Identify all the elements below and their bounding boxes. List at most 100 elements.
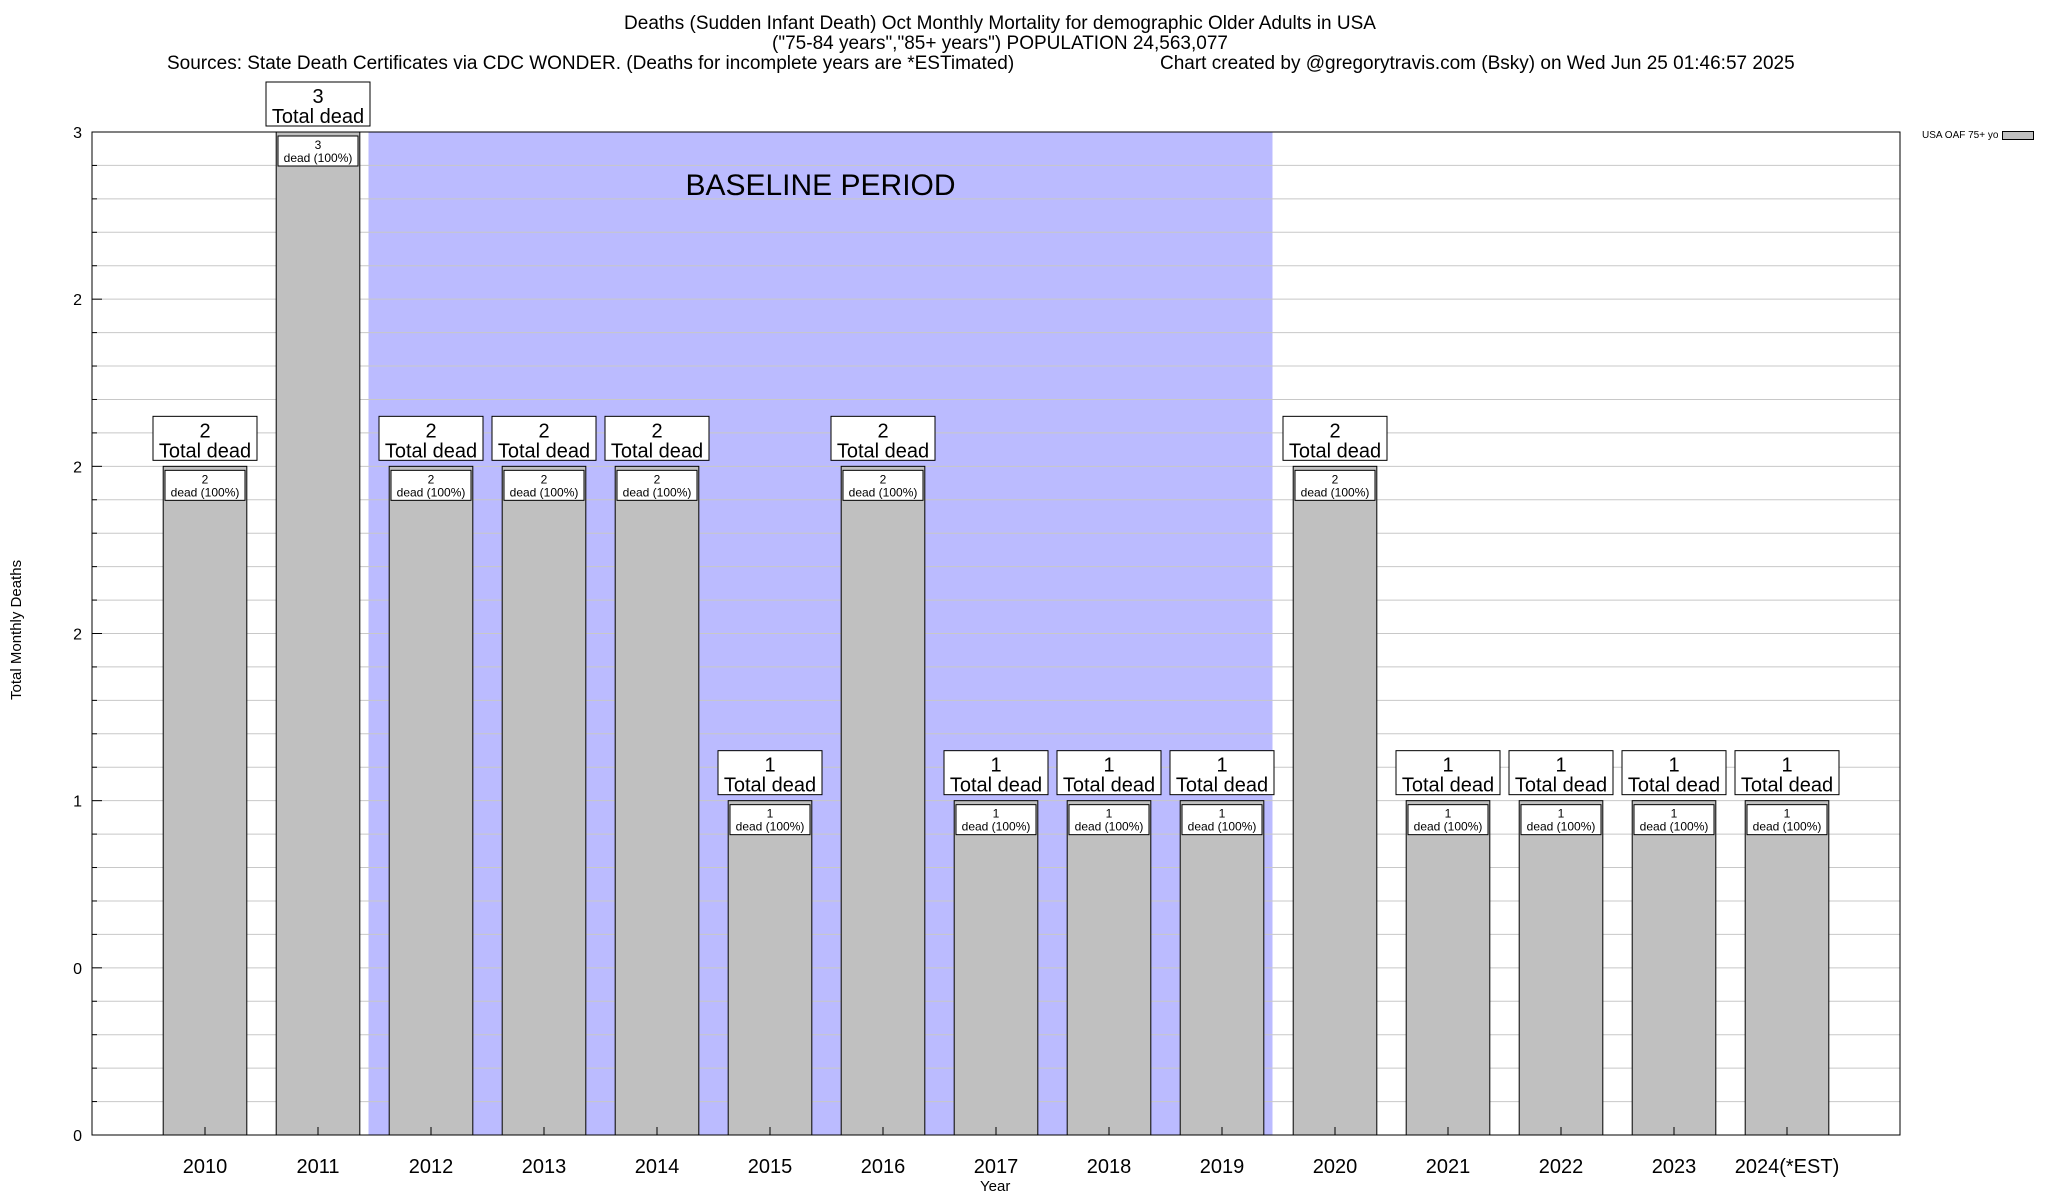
chart-title-line-2: ("75-84 years","85+ years") POPULATION 2… (772, 33, 1228, 54)
bar-inner-label-value: 2 (202, 472, 209, 486)
bar-2022 (1518, 800, 1604, 1136)
bar-inner-label-value: 1 (1784, 807, 1791, 821)
bar-total-label-text: Total dead (272, 106, 364, 128)
bar-inner-label-box (1294, 469, 1376, 501)
bar-total-label-text: Total dead (724, 775, 816, 797)
x-tick-label: 2018 (1087, 1156, 1132, 1178)
bar-total-label-text: Total dead (1741, 775, 1833, 797)
bar-total-label-text: Total dead (1628, 775, 1720, 797)
bar-inner-label-value: 1 (1671, 807, 1678, 821)
legend-swatch (2002, 131, 2035, 140)
bar-inner-label-text: dead (100%) (1527, 820, 1596, 834)
x-tick-label: 2016 (861, 1156, 906, 1178)
y-axis-label: Total Monthly Deaths (8, 559, 25, 700)
x-axis-label: Year (980, 1178, 1011, 1195)
x-tick-label: 2023 (1652, 1156, 1697, 1178)
bar-inner-label-box (1746, 804, 1828, 836)
bar-inner-label-text: dead (100%) (736, 820, 805, 834)
bar-2018 (1066, 800, 1152, 1136)
y-tick-label: 2 (73, 292, 82, 309)
bar-total-label-text: Total dead (611, 440, 703, 462)
bar-total-label-box (265, 81, 371, 127)
bar-total-label-box (378, 415, 484, 461)
bar-total-label-value: 3 (312, 86, 323, 108)
x-tick-label: 2015 (748, 1156, 793, 1178)
chart-credit-text: Chart created by @gregorytravis.com (Bsk… (1160, 53, 1795, 74)
bar-total-label-value: 1 (1216, 755, 1227, 777)
bar-total-label-value: 2 (425, 420, 436, 442)
bar-total-label-value: 2 (1329, 420, 1340, 442)
bar-inner-label-box (1520, 804, 1602, 836)
bar-2019 (1179, 800, 1265, 1136)
x-tick-label: 2014 (635, 1156, 680, 1178)
bar-inner-label-text: dead (100%) (1188, 820, 1257, 834)
bar-total-label-box (152, 415, 258, 461)
bar-total-label-text: Total dead (950, 775, 1042, 797)
x-tick-label: 2020 (1313, 1156, 1358, 1178)
bar-inner-label-text: dead (100%) (1640, 820, 1709, 834)
bar-inner-label-box (729, 804, 811, 836)
bar-total-label-box (1169, 750, 1275, 796)
chart-source-text: Sources: State Death Certificates via CD… (167, 53, 1015, 74)
bar-total-label-value: 1 (990, 755, 1001, 777)
bar-inner-label-text: dead (100%) (849, 485, 918, 499)
bar-total-label-text: Total dead (498, 440, 590, 462)
bar-total-label-value: 2 (651, 420, 662, 442)
bar-2011 (275, 131, 361, 1136)
bar-2015 (727, 800, 813, 1136)
bar-inner-label-box (955, 804, 1037, 836)
bar-inner-label-value: 2 (1332, 472, 1339, 486)
bar-total-label-box (1734, 750, 1840, 796)
bar-total-label-text: Total dead (1063, 775, 1155, 797)
bar-2024(*EST) (1744, 800, 1830, 1136)
bar-inner-label-value: 1 (1445, 807, 1452, 821)
bar-inner-label-box (1068, 804, 1150, 836)
bar-total-label-box (604, 415, 710, 461)
bar-2020 (1292, 465, 1378, 1136)
x-tick-label: 2017 (974, 1156, 1019, 1178)
bar-inner-label-value: 2 (428, 472, 435, 486)
y-tick-label: 3 (73, 125, 82, 142)
legend: USA OAF 75+ yo (1922, 130, 2035, 141)
bar-2014 (614, 465, 700, 1136)
bar-2010 (162, 465, 248, 1136)
bar-total-label-box (717, 750, 823, 796)
bar-inner-label-box (277, 135, 359, 167)
bar-inner-label-text: dead (100%) (397, 485, 466, 499)
bar-total-label-text: Total dead (1176, 775, 1268, 797)
bar-total-label-value: 2 (877, 420, 888, 442)
bar-2021 (1405, 800, 1491, 1136)
bar-total-label-value: 1 (764, 755, 775, 777)
bar-total-label-value: 2 (199, 420, 210, 442)
bar-inner-label-box (390, 469, 472, 501)
bar-total-label-box (943, 750, 1049, 796)
bar-inner-label-value: 2 (654, 472, 661, 486)
chart-title-line-1: Deaths (Sudden Infant Death) Oct Monthly… (624, 13, 1376, 34)
baseline-period-label: BASELINE PERIOD (685, 169, 955, 202)
bar-total-label-box (1395, 750, 1501, 796)
bar-total-label-value: 1 (1442, 755, 1453, 777)
bar-inner-label-text: dead (100%) (962, 820, 1031, 834)
bar-inner-label-value: 1 (1106, 807, 1113, 821)
bar-total-label-text: Total dead (1515, 775, 1607, 797)
bar-inner-label-box (164, 469, 246, 501)
bar-2013 (501, 465, 587, 1136)
bar-inner-label-box (842, 469, 924, 501)
bar-total-label-text: Total dead (1289, 440, 1381, 462)
bar-2016 (840, 465, 926, 1136)
bar-total-label-box (830, 415, 936, 461)
bar-inner-label-box (616, 469, 698, 501)
bar-inner-label-text: dead (100%) (510, 485, 579, 499)
bar-total-label-box (1282, 415, 1388, 461)
bar-inner-label-value: 1 (1219, 807, 1226, 821)
bar-total-label-text: Total dead (837, 440, 929, 462)
bar-total-label-box (1621, 750, 1727, 796)
bar-total-label-text: Total dead (385, 440, 477, 462)
bar-total-label-box (1508, 750, 1614, 796)
bar-total-label-value: 1 (1555, 755, 1566, 777)
bar-inner-label-value: 1 (767, 807, 774, 821)
x-tick-label: 2022 (1539, 1156, 1584, 1178)
bar-inner-label-value: 3 (315, 138, 322, 152)
y-tick-label: 0 (73, 961, 82, 978)
bar-inner-label-value: 1 (993, 807, 1000, 821)
